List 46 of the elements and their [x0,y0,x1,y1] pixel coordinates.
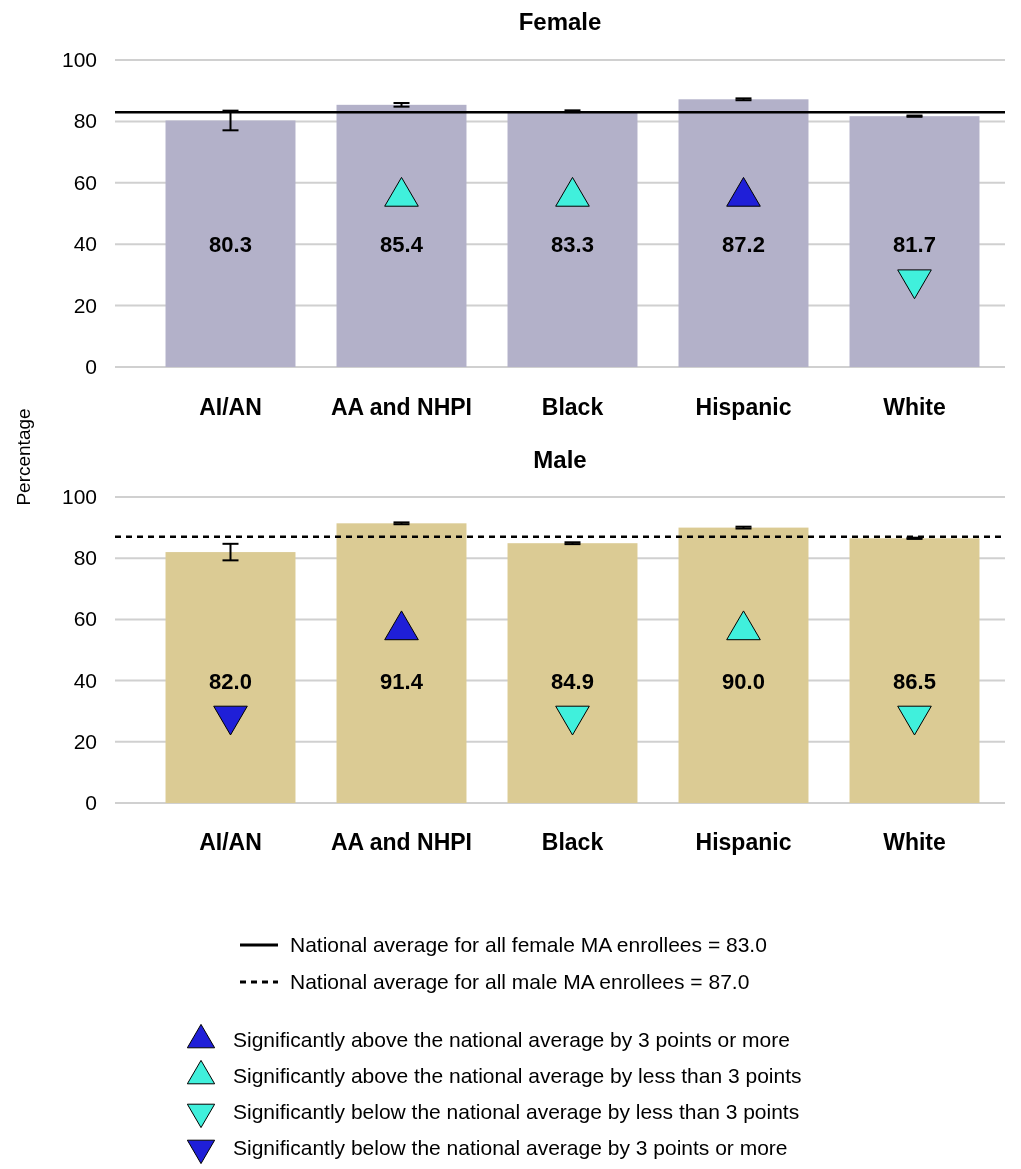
y-tick-label: 20 [73,729,97,753]
data-label: 84.9 [551,668,594,694]
y-tick-label: 60 [73,170,97,194]
data-label: 91.4 [380,668,424,694]
y-tick-label: 0 [85,791,97,814]
x-tick-label: White [883,394,946,420]
x-tick-label: AI/AN [199,829,262,855]
legend-label: National average for all male MA enrollees = 87.0 [290,970,750,993]
chart-title: Male [533,446,587,473]
data-label: 81.7 [893,232,936,258]
bar [678,99,809,367]
legend-label: Significantly below the national average by less than 3 points [233,1100,800,1123]
y-tick-label: 40 [73,668,97,692]
x-tick-label: AA and NHPI [331,394,472,420]
bar [849,116,980,367]
y-tick-label: 60 [73,607,97,631]
legend-label: National average for all female MA enrollees = 83.0 [290,933,767,956]
y-tick-label: 40 [73,232,97,256]
x-tick-label: White [883,829,946,855]
data-label: 85.4 [380,232,424,258]
y-tick-label: 100 [61,485,97,508]
data-label: 83.3 [551,232,594,258]
x-tick-label: Black [541,829,604,855]
chart-title: Female [518,8,602,35]
x-tick-label: Hispanic [695,829,792,855]
x-tick-label: AA and NHPI [331,829,472,855]
data-label: 82.0 [209,668,252,694]
y-tick-label: 100 [61,48,97,71]
y-axis-title: Percentage [13,408,34,506]
bar [507,111,638,367]
legend-label: Significantly above the national average by 3 points or more [233,1028,790,1051]
data-label: 87.2 [722,232,765,258]
legend-label: Significantly above the national average by less than 3 points [233,1064,802,1087]
y-tick-label: 0 [85,355,97,378]
y-tick-label: 80 [73,546,97,570]
x-tick-label: Hispanic [695,394,792,420]
data-label: 86.5 [893,668,936,694]
y-tick-label: 80 [73,109,97,133]
legend-label: Significantly below the national average by 3 points or more [233,1136,788,1159]
bar [165,120,296,367]
y-tick-label: 20 [73,293,97,317]
data-label: 80.3 [209,232,252,258]
bar [336,104,467,367]
data-label: 90.0 [722,668,765,694]
x-tick-label: Black [541,394,604,420]
x-tick-label: AI/AN [199,394,262,420]
